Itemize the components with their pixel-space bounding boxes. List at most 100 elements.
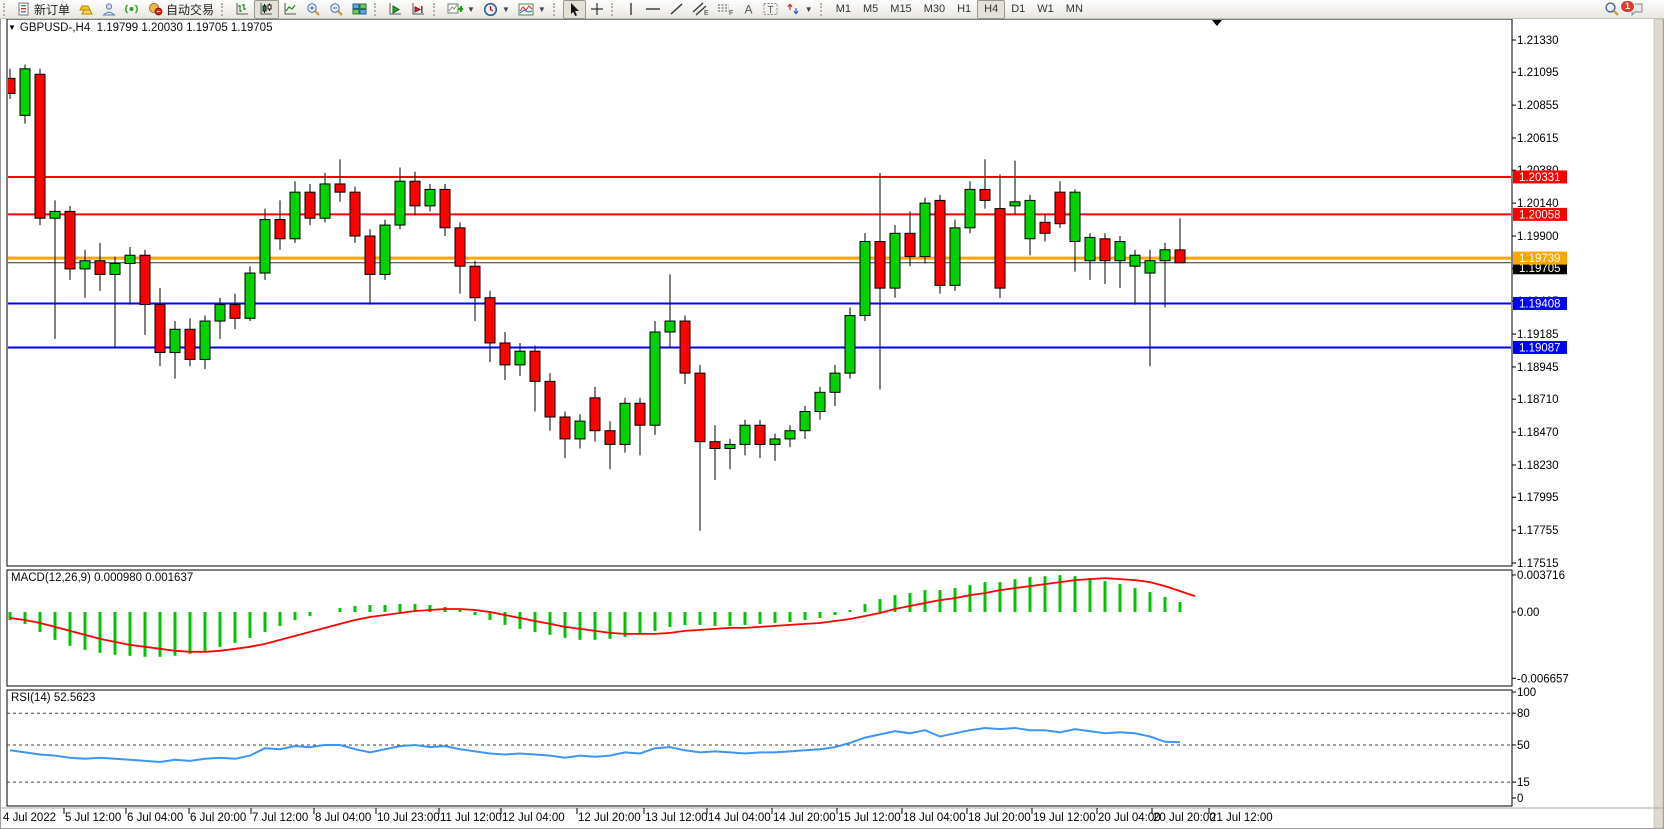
chart-shift-button[interactable]: [407, 1, 430, 18]
equidistant-channel-tool-button[interactable]: E: [688, 1, 713, 18]
toolbar-grip: [433, 2, 440, 16]
timeframe-w1-button[interactable]: W1: [1037, 3, 1054, 15]
price-axis-tick-label: 1.17515: [1517, 558, 1559, 570]
text-label-icon: T: [763, 3, 778, 16]
time-axis-label: 21 Jul 12:00: [1210, 812, 1273, 824]
time-axis-label: 20 Jul 04:00: [1098, 812, 1161, 824]
crosshair-tool-button[interactable]: [586, 1, 608, 18]
timeframe-h4-button[interactable]: H4: [977, 0, 1006, 19]
candlestick: [19, 68, 31, 116]
add-indicator-icon: [447, 3, 464, 14]
timeframe-m5-button[interactable]: M5: [863, 3, 879, 15]
timeframe-h1-button[interactable]: H1: [957, 3, 972, 15]
crosshair-icon: [590, 3, 603, 15]
candlestick: [454, 227, 466, 267]
candlestick: [274, 219, 286, 240]
text-tool-button[interactable]: A: [738, 1, 759, 18]
candlestick: [529, 350, 541, 382]
arrows-tool-button[interactable]: ▼: [782, 1, 817, 18]
candlestick: [544, 380, 556, 418]
candlestick: [874, 241, 886, 289]
svg-text:T: T: [767, 5, 773, 16]
candle-chart-mode-icon: [260, 3, 273, 15]
auto-trading-button[interactable]: 自动交易: [143, 1, 218, 18]
price-axis-tick-label: 1.17995: [1517, 492, 1559, 504]
trendline-tool-button[interactable]: [665, 1, 688, 18]
trendline-icon: [670, 3, 683, 15]
templates-caret: ▼: [537, 4, 546, 14]
accounts-button[interactable]: [98, 1, 120, 18]
window-right-edge: [1653, 18, 1664, 829]
macd-main-value: 0.000980: [94, 572, 143, 584]
zoom-out-button[interactable]: [325, 1, 348, 18]
arrows-caret: ▼: [804, 4, 813, 14]
timeframe-mn-button[interactable]: MN: [1065, 3, 1083, 15]
candlestick: [799, 411, 811, 432]
search-button[interactable]: [1600, 1, 1624, 18]
new-order-icon: [18, 2, 29, 16]
horizontal-line-icon: [645, 8, 660, 10]
candlestick: [814, 391, 826, 413]
vertical-line-icon: [630, 3, 632, 15]
horizontal-line-tool-button[interactable]: [641, 1, 665, 18]
periods-button[interactable]: ▼: [479, 1, 514, 18]
bar-chart-mode-button[interactable]: [231, 1, 254, 18]
candlestick: [1054, 191, 1066, 225]
timeframe-m1-button[interactable]: M1: [835, 3, 851, 15]
candlestick: [904, 232, 916, 258]
chart-symbol-period: GBPUSD-,H4: [19, 22, 91, 34]
auto-trading-icon: [148, 2, 163, 16]
time-axis-label: 18 Jul 20:00: [968, 812, 1031, 824]
timeframe-m15-button[interactable]: M15: [890, 3, 912, 15]
price-axis-tick-label: 1.20855: [1517, 100, 1559, 112]
macd-axis-tick-label: 0.00: [1517, 607, 1539, 619]
fibonacci-tool-button[interactable]: F: [713, 1, 738, 18]
chart-ohlc-values: 1.19799 1.20030 1.19705 1.19705: [96, 22, 273, 34]
rsi-axis-tick-label: 0: [1517, 793, 1523, 805]
gold-button[interactable]: [74, 1, 98, 18]
cursor-tool-button[interactable]: [562, 0, 586, 19]
auto-scroll-button[interactable]: [384, 1, 407, 18]
gold-icon: [79, 5, 93, 15]
time-axis-label: 11 Jul 12:00: [440, 812, 502, 824]
candle-chart-mode-button[interactable]: [254, 0, 280, 19]
vertical-line-tool-button[interactable]: [621, 1, 641, 18]
tile-windows-icon: [352, 3, 367, 15]
time-axis-label: 6 Jul 04:00: [127, 812, 183, 824]
tile-windows-button[interactable]: [348, 1, 371, 18]
candlestick: [349, 191, 361, 237]
timeframe-m30-button[interactable]: M30: [923, 3, 946, 15]
notification-badge: 1: [1620, 0, 1636, 13]
candlestick: [424, 188, 436, 207]
add-indicator-button[interactable]: ▼: [443, 1, 479, 18]
time-axis-label: 10 Jul 23:00: [377, 812, 440, 824]
price-axis-tick-label: 1.18230: [1517, 460, 1559, 472]
level-price-label: 1.19408: [1519, 298, 1561, 310]
auto-trading-label: 自动交易: [166, 2, 215, 17]
rsi-line: [9, 726, 1181, 764]
chart-shift-marker[interactable]: [1212, 20, 1222, 26]
timeframe-d1-button[interactable]: D1: [1011, 3, 1026, 15]
time-axis-label: 20 Jul 20:00: [1153, 812, 1216, 824]
signals-button[interactable]: [120, 1, 143, 18]
zoom-in-button[interactable]: [302, 1, 325, 18]
notifications-button[interactable]: 1: [1620, 0, 1650, 18]
candlestick: [739, 424, 751, 445]
time-axis-label: 8 Jul 04:00: [315, 812, 371, 824]
new-order-button[interactable]: 新订单: [13, 1, 74, 18]
text-label-tool-button[interactable]: T: [759, 1, 782, 18]
price-axis-tick-label: 1.18710: [1517, 394, 1559, 406]
svg-text:E: E: [704, 10, 709, 16]
candlestick: [124, 254, 136, 264]
candlestick: [574, 420, 586, 440]
line-chart-mode-button[interactable]: [279, 1, 302, 18]
candlestick: [79, 260, 91, 270]
symbol-dropdown-icon[interactable]: ▼: [8, 23, 16, 32]
account-icon: [102, 3, 116, 16]
candlestick: [709, 441, 721, 450]
toolbar-grip: [221, 2, 228, 16]
candlestick: [8, 77, 16, 94]
time-axis-label: 4 Jul 2022: [3, 812, 56, 824]
templates-button[interactable]: ▼: [514, 1, 550, 18]
